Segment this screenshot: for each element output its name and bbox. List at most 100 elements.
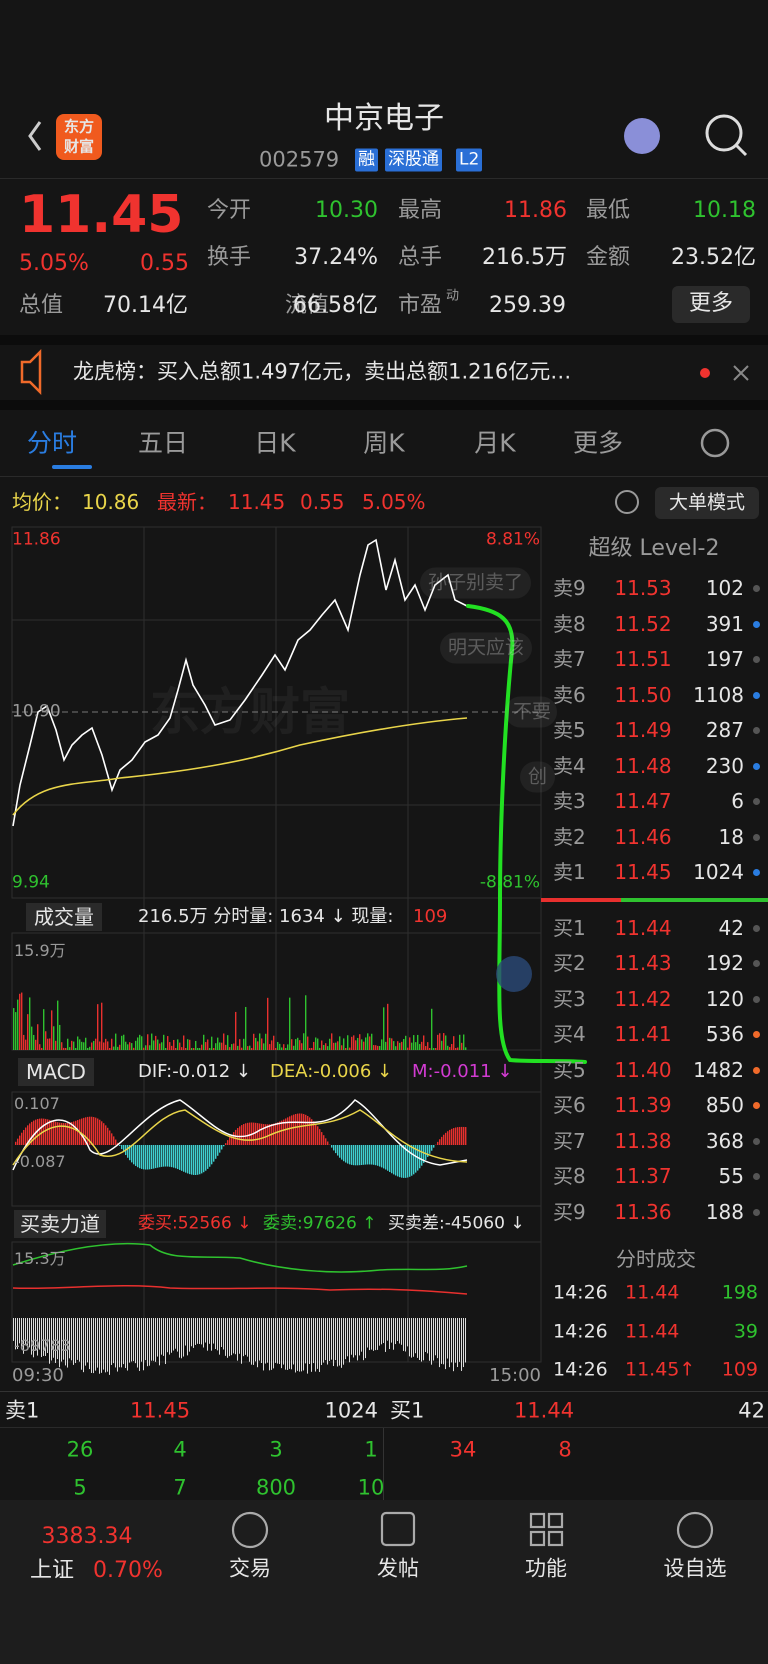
bar [215, 1318, 216, 1349]
bar [303, 1114, 305, 1145]
bar [279, 1121, 281, 1145]
bar [465, 1318, 466, 1363]
mode-button[interactable] [655, 487, 759, 519]
panel-title[interactable]: MACD [18, 1058, 94, 1086]
tab[interactable]: 更多 [572, 428, 624, 458]
bar [397, 1145, 399, 1177]
bar [229, 1047, 231, 1050]
bar [261, 1123, 263, 1145]
book-qty: 18 [718, 824, 744, 849]
bar [355, 1145, 357, 1166]
bb-cell: 34 [449, 1437, 477, 1462]
stat-label: 换手 [207, 245, 252, 270]
dea-line [12, 1109, 468, 1166]
tab-underline [52, 465, 92, 469]
bar [197, 1145, 199, 1175]
index-value[interactable]: 3383.34 [41, 1524, 133, 1549]
help-icon[interactable] [615, 490, 639, 514]
bar [433, 1048, 435, 1050]
bar [411, 1145, 413, 1176]
book-label: 买4 [553, 1022, 586, 1047]
bar [351, 1145, 353, 1165]
book-qty: 536 [705, 1022, 744, 1047]
avg-line [12, 717, 468, 816]
bar [183, 1145, 185, 1172]
stock-name: 中京电子 [324, 101, 444, 136]
logo[interactable] [56, 114, 102, 160]
bar [273, 1318, 274, 1369]
bar [25, 1039, 27, 1050]
bar [457, 1047, 459, 1050]
bar [151, 1145, 153, 1169]
bar [251, 1318, 252, 1365]
bar [127, 1145, 129, 1158]
bar [445, 1035, 447, 1050]
bar [421, 1145, 423, 1166]
nav-item[interactable]: 功能 [525, 1556, 567, 1581]
close-icon[interactable] [733, 365, 749, 381]
bar [193, 1145, 195, 1175]
expand-icon[interactable] [496, 956, 532, 992]
bar [157, 1318, 158, 1357]
bar [39, 1044, 41, 1050]
tab[interactable]: 分时 [26, 428, 78, 458]
bar [35, 1039, 37, 1050]
bar [297, 1318, 298, 1371]
bar [423, 1318, 424, 1361]
bar [105, 1125, 107, 1145]
panel-title[interactable]: 买卖力道 [14, 1210, 106, 1238]
bar [411, 1042, 413, 1050]
bar [167, 1036, 169, 1050]
bar [367, 1033, 369, 1050]
bar [23, 1318, 24, 1354]
bar [83, 1042, 85, 1050]
news-text[interactable]: 龙虎榜：买入总额1.497亿元，卖出总额1.216亿元… [73, 359, 572, 384]
watermark: 东方财富 [150, 683, 350, 741]
stat-label: 今开 [207, 198, 252, 223]
tab[interactable]: 周K [363, 428, 405, 458]
bar [353, 1035, 355, 1050]
bar [221, 1042, 223, 1050]
tab[interactable]: 月K [474, 428, 516, 458]
tab[interactable]: 五日 [137, 428, 189, 458]
bar [323, 1135, 325, 1145]
assistant-icon[interactable] [624, 118, 660, 154]
book-price: 11.43 [614, 951, 672, 975]
panel-title[interactable]: 成交量 [26, 903, 102, 931]
bar [51, 1010, 53, 1050]
axis-label: 11.86 [12, 529, 61, 550]
bar [393, 1145, 395, 1175]
bar [363, 1145, 365, 1165]
bar [29, 1318, 30, 1348]
mode-button[interactable]: 大单模式 [668, 491, 746, 514]
settings-icon[interactable] [700, 428, 730, 458]
bar [395, 1046, 397, 1050]
bar [305, 995, 307, 1050]
bar [463, 1034, 465, 1050]
bar [109, 1318, 110, 1375]
more-button[interactable] [672, 286, 750, 323]
nav-item[interactable]: 交易 [229, 1556, 271, 1581]
bar [333, 1318, 334, 1367]
bar [163, 1145, 165, 1167]
bar [247, 1046, 249, 1050]
nav-item[interactable]: 发帖 [377, 1556, 419, 1581]
bar [287, 1318, 288, 1370]
bar [459, 1126, 461, 1145]
bar [147, 1318, 148, 1367]
book-dot [753, 924, 760, 932]
more-button[interactable]: 更多 [688, 291, 734, 316]
bar [223, 1145, 225, 1147]
stat-value: 66.58亿 [293, 293, 378, 318]
bar [171, 1318, 172, 1353]
book-price: 11.51 [614, 647, 672, 672]
bar [379, 1318, 380, 1346]
tab[interactable]: 日K [254, 428, 296, 458]
trade-price: 11.45↑ [625, 1358, 696, 1381]
search-icon[interactable] [705, 114, 743, 152]
nav-item[interactable]: 设自选 [663, 1556, 727, 1581]
back-icon[interactable] [28, 121, 42, 151]
bar [443, 1134, 445, 1145]
bar [97, 1318, 98, 1368]
trade-qty: 39 [733, 1320, 758, 1343]
